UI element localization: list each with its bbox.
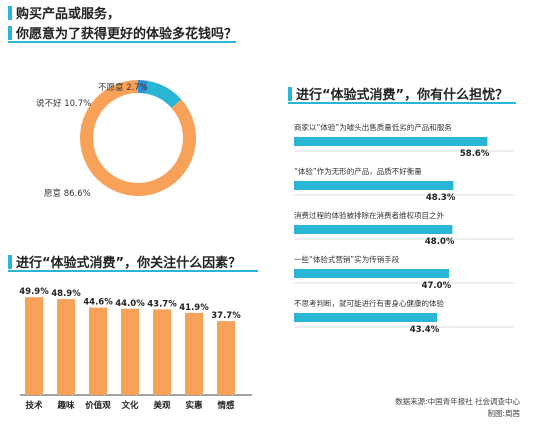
factor-value-label: 44.6% [83,298,113,308]
factor-value-label: 43.7% [147,299,177,309]
concern-bar [294,137,488,146]
concern-bar [294,181,454,190]
pie-slice-1 [145,80,182,109]
factors-title-text: 进行“体验式消费”，你关注什么因素？ [16,256,242,271]
concern-category-label: 不思考判断，就可能进行有害身心健康的体验 [294,298,444,308]
concerns-title: 进行“体验式消费”，你有什么担忧？ [288,84,508,103]
pie-title-line2: 你愿意为了获得更好的体验多花钱吗？ [8,23,237,42]
factors-bar-chart: 49.9% 技术 48.9% 趣味 44.6% 价值观 44.0% 文化 43.7% 美观 41.9… [19,287,252,411]
factor-category-label: 趣味 [56,400,75,411]
factor-value-label: 44.0% [115,299,145,309]
factor-bar [121,308,139,395]
pie-title-line1-text: 购买产品或服务， [16,7,121,22]
concern-category-label: 一些“体验式营销”实为传销手段 [294,254,400,264]
concern-value-label: 43.4% [410,325,440,335]
factor-category-label: 情感 [216,400,235,411]
factor-bar [89,307,107,395]
factor-category-label: 美观 [153,400,171,411]
pie-label-willing: 愿意 86.6% [44,188,91,199]
concerns-bar-chart: 商家以“体验”为噱头出售质量低劣的产品和服务 58.6% “体验”作为无形的产品，品… [294,122,514,335]
pie-title-line2-text: 你愿意为了获得更好的体验多花钱吗？ [16,27,238,42]
donut-chart: 不愿意 2.7% 说不好 10.7% 愿意 86.6% [36,80,196,199]
pie-title-marker-2 [8,25,12,40]
pie-slice-0 [138,80,148,94]
factors-title: 进行“体验式消费”，你关注什么因素？ [8,252,241,271]
concern-category-label: 消费过程的体验被排除在消费者维权项目之外 [294,210,444,220]
factor-bar [25,297,43,395]
factor-value-label: 41.9% [179,303,209,313]
factor-category-label: 文化 [121,400,139,411]
factor-value-label: 37.7% [211,311,241,321]
pie-title-line1: 购买产品或服务， [8,3,120,22]
factor-bar [217,321,235,395]
factor-category-label: 价值观 [85,400,111,411]
factor-value-label: 48.9% [51,289,81,299]
source-note: 数据来源:中国青年报社 社会调查中心 [395,397,520,406]
concerns-title-text: 进行“体验式消费”，你有什么担忧？ [296,88,509,103]
concern-bar [294,225,453,234]
factor-bar [57,299,75,395]
factor-bar [153,309,171,395]
concern-category-label: “体验”作为无形的产品，品质不好衡量 [294,166,422,176]
factors-title-marker [8,254,12,269]
concern-value-label: 58.6% [460,149,490,159]
factors-title-underline [8,270,258,272]
concern-category-label: 商家以“体验”为噱头出售质量低劣的产品和服务 [294,122,452,132]
concern-bar [294,269,450,278]
factor-bar [185,312,203,395]
factor-category-label: 实惠 [185,400,203,411]
pie-label-unwilling: 不愿意 2.7% [98,82,148,93]
concern-value-label: 48.3% [426,193,456,203]
concerns-title-underline [288,102,516,104]
concern-value-label: 48.0% [425,237,455,247]
credit-note: 制图:周茜 [487,409,520,418]
concern-bar [294,313,438,322]
concern-value-label: 47.0% [422,281,452,291]
pie-title-underline [8,41,236,43]
pie-title-marker [8,5,12,20]
factor-category-label: 技术 [25,400,43,411]
factor-value-label: 49.9% [19,287,49,297]
pie-label-unsure: 说不好 10.7% [36,98,91,109]
concerns-title-marker [288,86,292,101]
